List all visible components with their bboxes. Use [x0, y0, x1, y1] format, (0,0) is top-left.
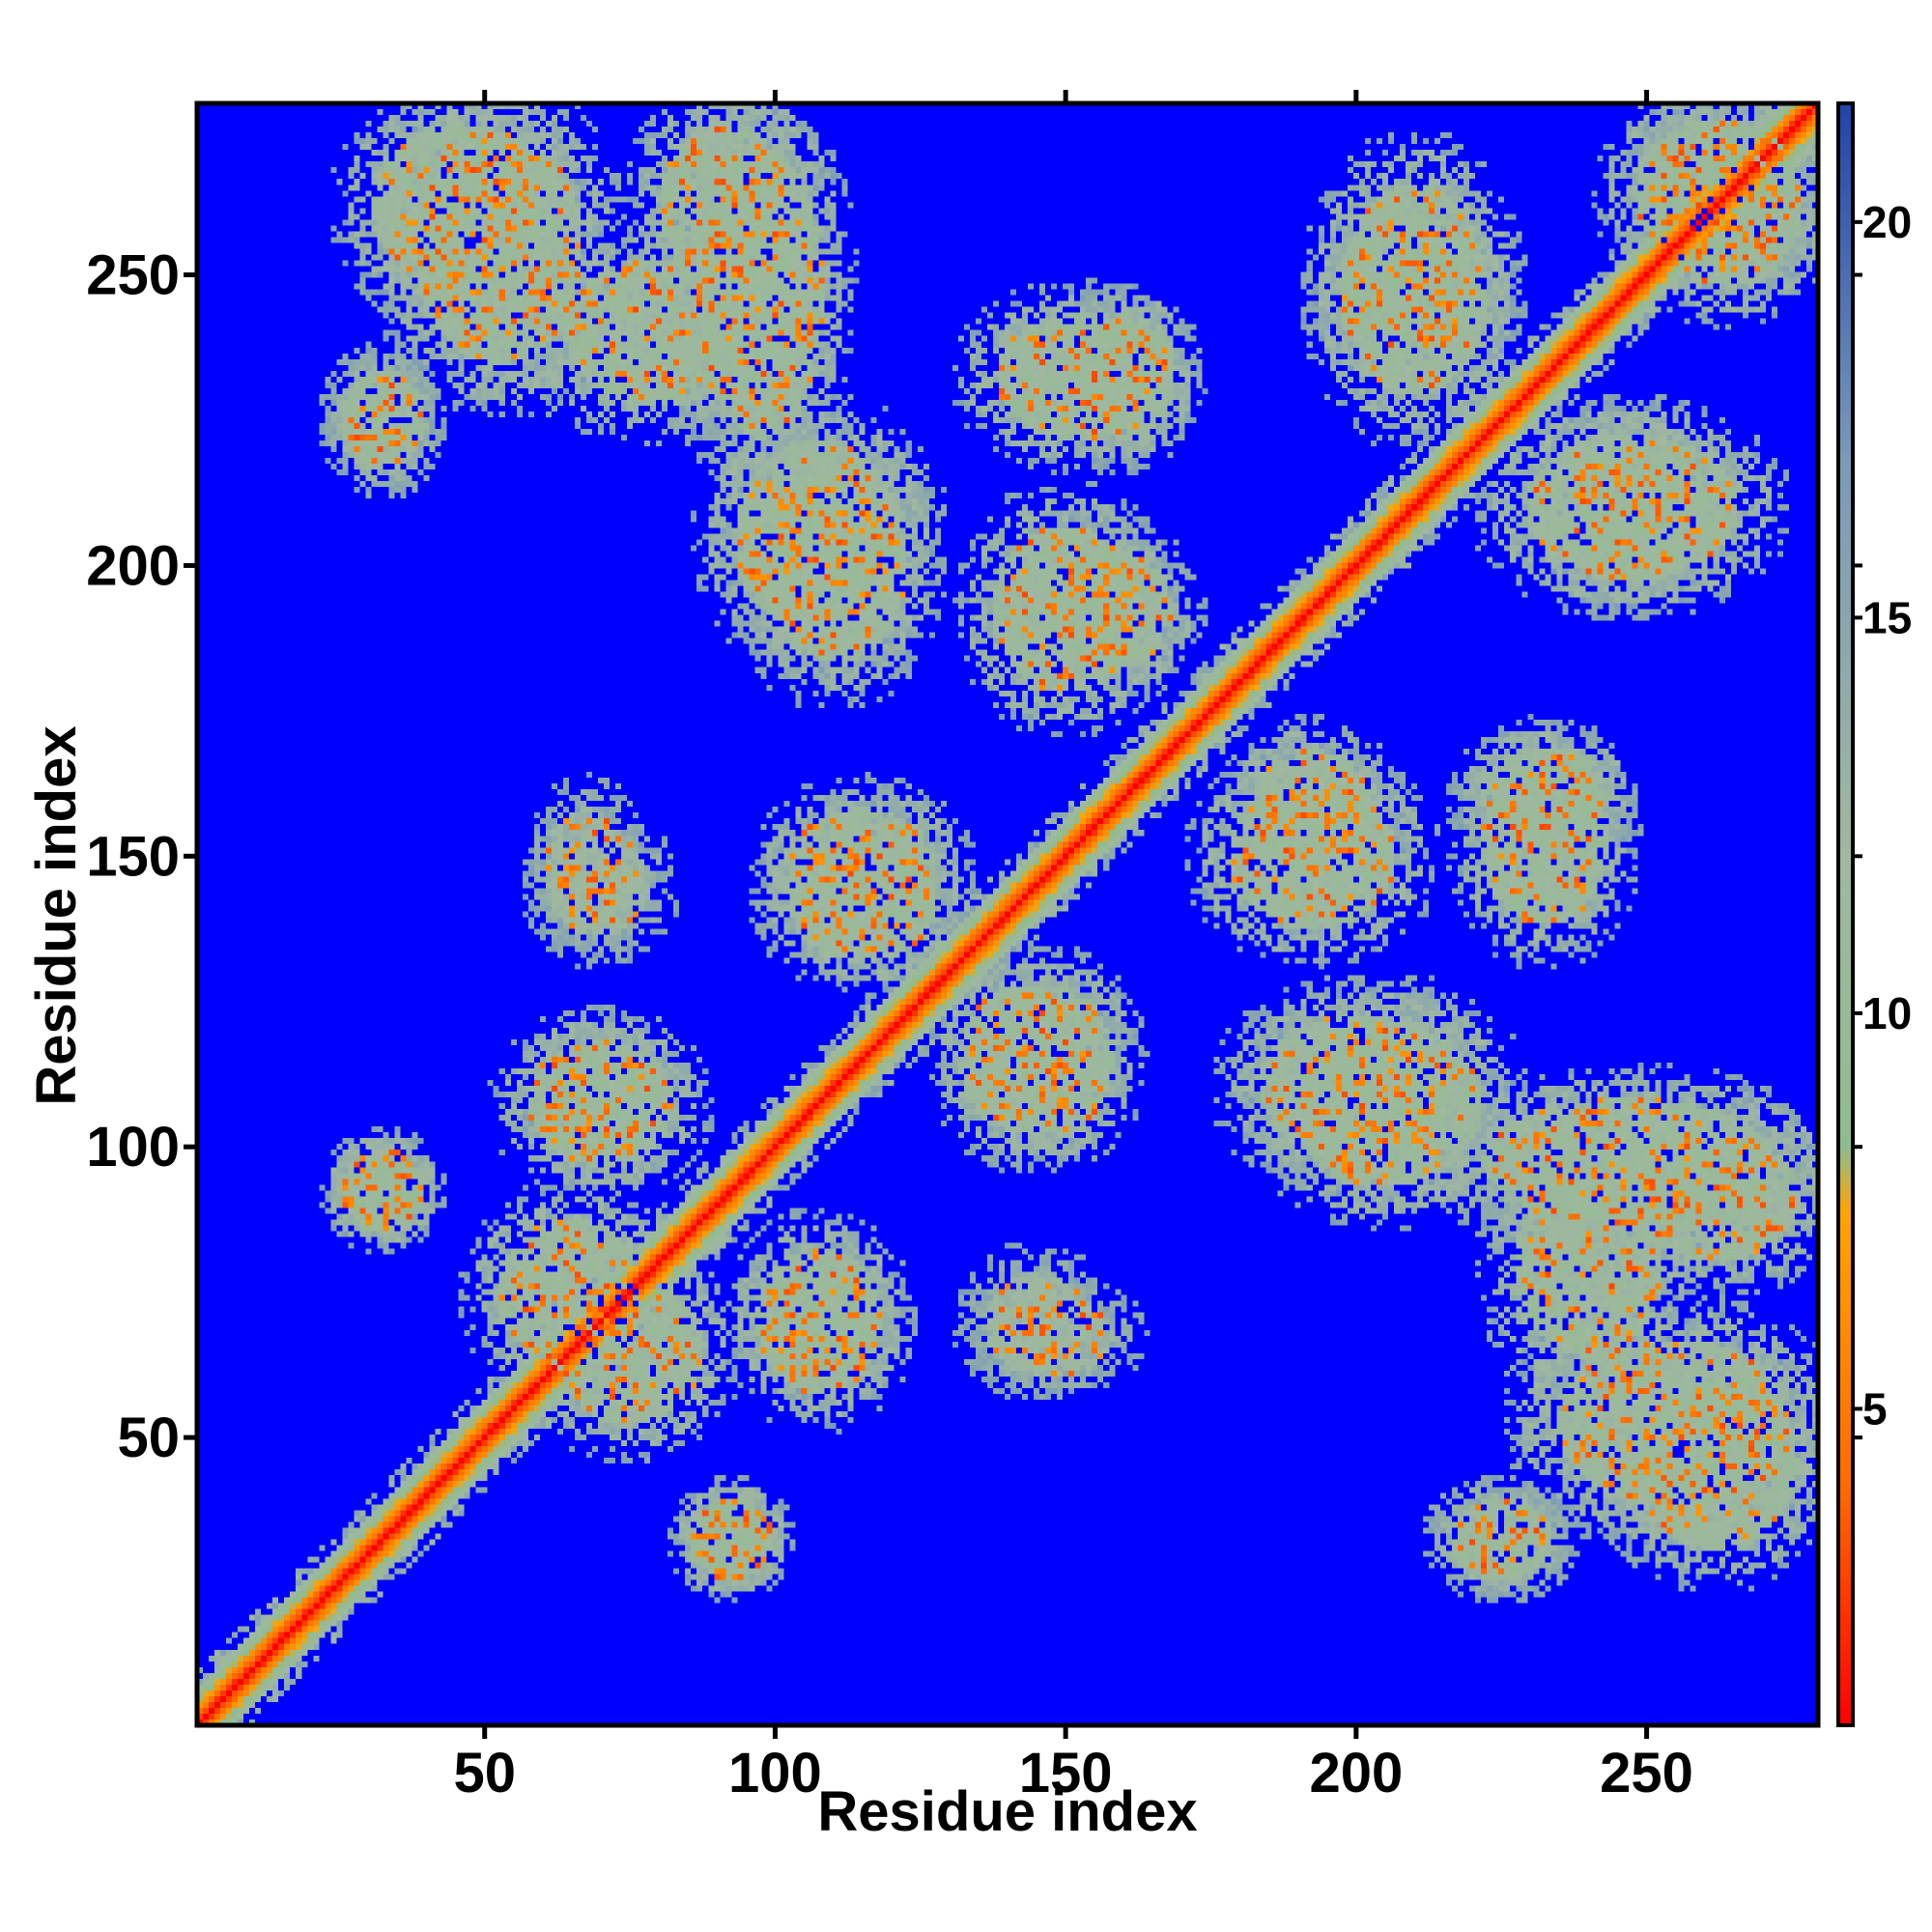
x-tick-label: 50 [453, 1742, 516, 1804]
x-tick-label: 250 [1600, 1742, 1693, 1804]
plot-border [194, 100, 1821, 1728]
colorbar-tick-label: 15 [1862, 592, 1912, 642]
x-tick-label: 200 [1309, 1742, 1403, 1804]
y-axis-label: Residue index [25, 725, 88, 1105]
heatmap-image [197, 103, 1818, 1725]
x-axis-label: Residue index [817, 1780, 1197, 1843]
colorbar-border [1836, 101, 1855, 1727]
y-tick-label: 50 [117, 1406, 180, 1469]
x-axis: 50 100 150 200 250 [453, 90, 1693, 1804]
y-tick-label: 100 [86, 1116, 180, 1179]
colorbar-tick-label: 20 [1862, 197, 1912, 247]
colorbar-tick-label: 5 [1862, 1383, 1888, 1434]
y-axis: 50 100 150 200 250 [86, 244, 197, 1469]
plot-frame [194, 100, 1855, 1728]
x-tick-label: 150 [1019, 1742, 1113, 1804]
y-tick-label: 200 [86, 534, 180, 597]
colorbar-axis: 5 10 15 20 [1853, 197, 1912, 1440]
x-tick-label: 100 [728, 1742, 822, 1804]
y-tick-label: 250 [86, 244, 180, 307]
colorbar-gradient [1838, 103, 1853, 1725]
colorbar-tick-label: 10 [1862, 988, 1912, 1038]
y-tick-label: 150 [86, 825, 180, 888]
